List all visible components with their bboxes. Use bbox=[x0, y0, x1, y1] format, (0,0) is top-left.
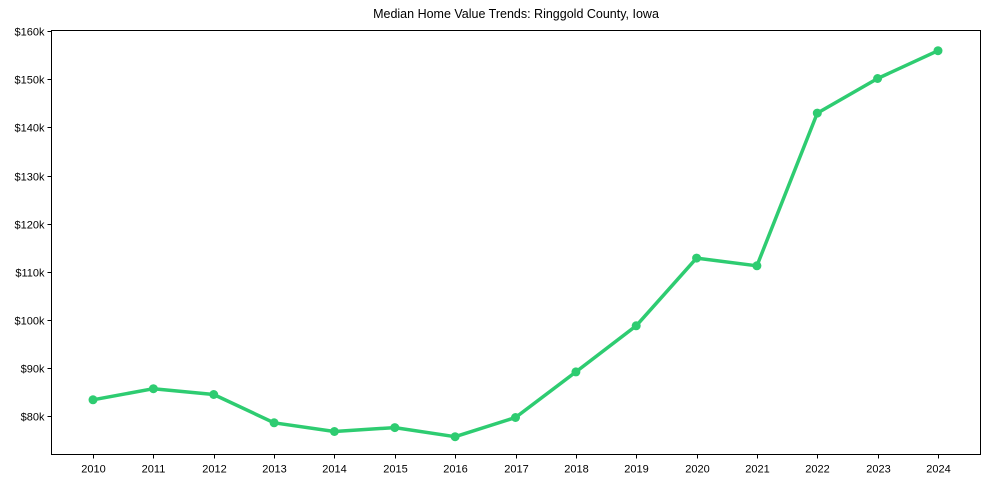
y-tick-label: $80k bbox=[21, 412, 45, 424]
data-point-marker bbox=[812, 108, 822, 118]
data-point-marker bbox=[631, 321, 641, 331]
x-tick-label: 2016 bbox=[443, 464, 467, 476]
y-tick-label: $100k bbox=[15, 316, 45, 328]
y-tick-label: $150k bbox=[15, 75, 45, 87]
x-tick-label: 2013 bbox=[262, 464, 286, 476]
y-tick-label: $110k bbox=[15, 268, 45, 280]
y-tick-label: $90k bbox=[21, 364, 45, 376]
data-point-marker bbox=[511, 413, 520, 422]
x-tick-label: 2015 bbox=[383, 464, 407, 476]
x-tick-label: 2018 bbox=[564, 464, 588, 476]
data-point-marker bbox=[571, 367, 581, 377]
data-point-marker bbox=[450, 432, 460, 442]
data-point-marker bbox=[329, 427, 339, 436]
data-point-marker bbox=[692, 253, 702, 263]
x-tick-label: 2023 bbox=[866, 464, 890, 476]
data-point-marker bbox=[209, 390, 219, 399]
data-point-marker bbox=[390, 423, 400, 433]
data-point-marker bbox=[148, 384, 158, 394]
y-tick-label: $140k bbox=[15, 123, 45, 135]
chart-title: Median Home Value Trends: Ringgold Count… bbox=[373, 7, 659, 21]
data-point-marker bbox=[752, 261, 762, 271]
x-tick-label: 2011 bbox=[142, 464, 166, 476]
x-tick-label: 2024 bbox=[926, 464, 950, 476]
y-axis: $80k $90k $100k $110k $120k $130k $140k $150k $1… bbox=[15, 27, 52, 424]
data-point-marker bbox=[873, 74, 883, 83]
x-tick-label: 2012 bbox=[202, 464, 226, 476]
x-tick-label: 2020 bbox=[685, 464, 709, 476]
plot-frame bbox=[51, 30, 981, 455]
x-tick-label: 2017 bbox=[504, 464, 528, 476]
data-point-marker bbox=[933, 46, 943, 56]
x-tick-label: 2010 bbox=[81, 464, 105, 476]
x-tick-label: 2021 bbox=[745, 464, 769, 476]
series-line bbox=[91, 48, 940, 439]
data-series bbox=[88, 46, 943, 442]
y-tick-label: $120k bbox=[15, 220, 45, 232]
x-tick-label: 2019 bbox=[624, 464, 648, 476]
data-point-marker bbox=[88, 395, 98, 405]
y-tick-label: $160k bbox=[15, 27, 45, 39]
y-tick-label: $130k bbox=[15, 172, 45, 184]
x-tick-label: 2014 bbox=[322, 464, 346, 476]
x-axis: 2010 2011 2012 2013 2014 2015 2016 2017 2018 2019… bbox=[81, 454, 951, 476]
x-tick-label: 2022 bbox=[805, 464, 829, 476]
data-point-marker bbox=[269, 418, 279, 428]
